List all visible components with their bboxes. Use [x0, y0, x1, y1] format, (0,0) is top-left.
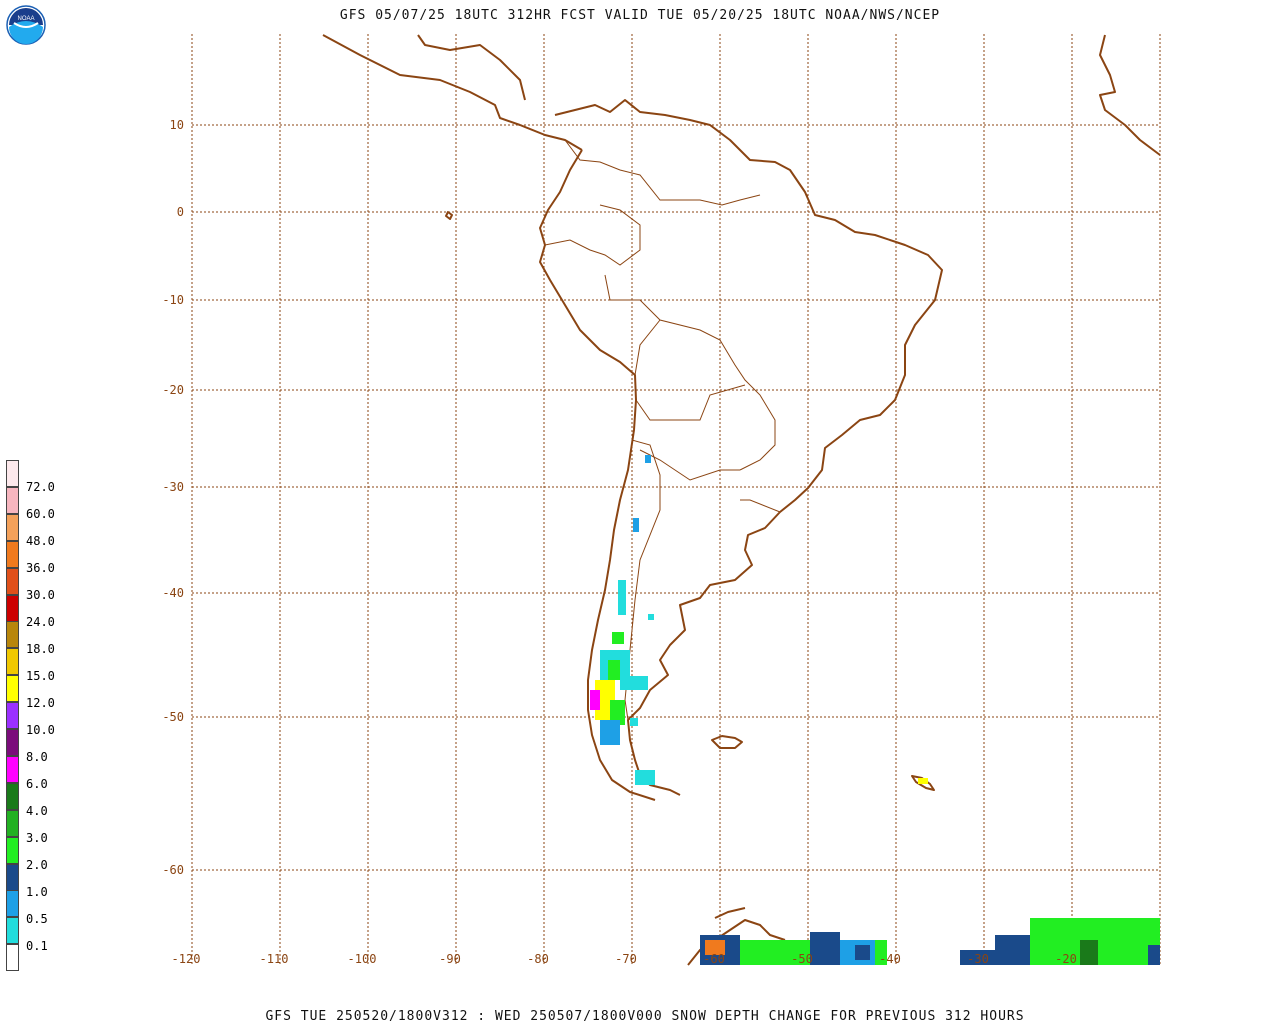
legend-swatch [6, 809, 19, 837]
lat-label: -60 [162, 863, 184, 877]
lon-label: -50 [791, 952, 813, 966]
lon-label: -110 [260, 952, 289, 966]
lat-label: 10 [170, 118, 184, 132]
lon-label: -20 [1055, 952, 1077, 966]
legend-swatch [6, 782, 19, 810]
legend-label: 24.0 [26, 615, 55, 629]
legend-swatch [6, 567, 19, 595]
legend-swatch [6, 729, 19, 756]
lon-label: -90 [439, 952, 461, 966]
lat-label: 0 [177, 205, 184, 219]
legend-swatch [6, 836, 19, 864]
lat-label: -10 [162, 293, 184, 307]
legend-label: 4.0 [26, 804, 48, 818]
legend-label: 15.0 [26, 669, 55, 683]
lat-label: -30 [162, 480, 184, 494]
legend-swatch [6, 486, 19, 514]
lat-label: -40 [162, 586, 184, 600]
legend-swatch [6, 863, 19, 891]
legend-label: 72.0 [26, 480, 55, 494]
lon-label: -70 [615, 952, 637, 966]
legend-label: 6.0 [26, 777, 48, 791]
legend-swatch [6, 594, 19, 622]
legend-swatch [6, 675, 19, 703]
legend-swatch [6, 648, 19, 676]
lon-label: -80 [527, 952, 549, 966]
lat-label: -20 [162, 383, 184, 397]
map-title: GFS 05/07/25 18UTC 312HR FCST VALID TUE … [339, 8, 941, 23]
legend-label: 60.0 [26, 507, 55, 521]
legend-swatch [6, 755, 19, 783]
legend-swatch [6, 890, 19, 918]
coastlines [322, 34, 1161, 966]
noaa-logo-icon: NOAA [6, 5, 46, 45]
lat-label: -50 [162, 710, 184, 724]
legend-label: 30.0 [26, 588, 55, 602]
legend-label: 18.0 [26, 642, 55, 656]
lon-label: -30 [967, 952, 989, 966]
legend-label: 1.0 [26, 885, 48, 899]
legend-swatch [6, 944, 19, 972]
map-caption: GFS TUE 250520/1800V312 : WED 250507/180… [265, 1009, 1025, 1024]
legend-swatch [6, 540, 19, 568]
legend-label: 10.0 [26, 723, 55, 737]
legend-label: 48.0 [26, 534, 55, 548]
legend-swatch [6, 621, 19, 649]
legend-swatch [6, 917, 19, 945]
svg-text:NOAA: NOAA [17, 16, 34, 22]
legend-swatch [6, 513, 19, 541]
legend-swatch [6, 460, 19, 487]
legend-label: 0.1 [26, 939, 48, 953]
political-borders [544, 139, 781, 721]
legend-label: 3.0 [26, 831, 48, 845]
legend-swatch [6, 702, 19, 730]
lon-label: -60 [703, 952, 725, 966]
legend-label: 0.5 [26, 912, 48, 926]
legend-label: 12.0 [26, 696, 55, 710]
legend-label: 8.0 [26, 750, 48, 764]
lon-label: -100 [348, 952, 377, 966]
legend-label: 36.0 [26, 561, 55, 575]
lat-lon-grid [191, 34, 1161, 965]
snow-patches [590, 455, 1160, 965]
lon-label: -40 [879, 952, 901, 966]
latitude-labels: 10 0 -10 -20 -30 -40 -50 -60 [162, 118, 184, 877]
lon-label: -120 [172, 952, 201, 966]
longitude-labels: -120 -110 -100 -90 -80 -70 -60 -50 -40 -30 -20 [172, 952, 1077, 966]
legend-label: 2.0 [26, 858, 48, 872]
